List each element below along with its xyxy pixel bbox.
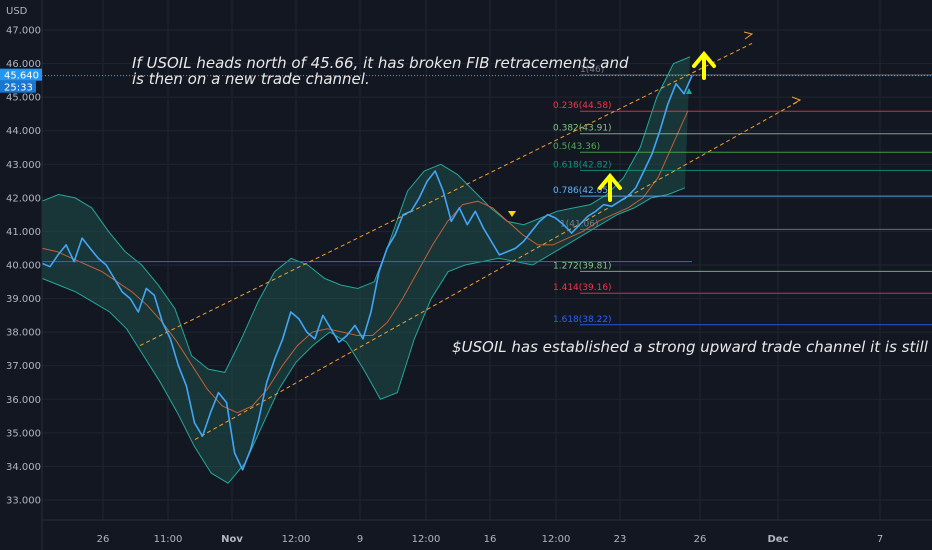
time-tick-label: 26 [694, 534, 707, 545]
band-lower [41, 187, 686, 484]
channel-upper-arrowhead [743, 31, 754, 40]
price-line [41, 75, 693, 471]
fib-label: 1(46) [580, 65, 604, 75]
fib-retracement-levels: 1(46) 0.236(44.58) 0.382(43.91) 0.5(43.36) 0… [42, 65, 932, 326]
up-arrow-marker [692, 50, 716, 80]
fib-label: 0.786(42.05) [553, 186, 612, 196]
price-series [41, 75, 932, 471]
moving-average-line [41, 110, 689, 414]
up-arrow-marker [598, 172, 622, 202]
time-tick-label: 12:00 [542, 534, 571, 545]
bollinger-band [41, 56, 691, 484]
price-tick-label: 39.000 [6, 294, 41, 305]
marker-triangle [686, 88, 692, 94]
band-upper [41, 56, 691, 373]
price-tick-label: 38.000 [6, 328, 41, 339]
countdown-badge [0, 80, 36, 93]
price-tick-label: 35.000 [6, 428, 41, 439]
price-tick-label: 40.000 [6, 261, 41, 272]
price-tick-label: 37.000 [6, 361, 41, 372]
time-tick-label: Dec [767, 534, 788, 545]
annotation-trade-channel: $USOIL has established a strong upward t… [452, 338, 932, 356]
channel-lower-arrowhead [791, 96, 802, 105]
time-tick-label: 12:00 [412, 534, 441, 545]
price-tick-label: 42.000 [6, 193, 41, 204]
time-tick-label: 9 [357, 534, 363, 545]
time-tick-label: 16 [484, 534, 497, 545]
currency-label: USD [6, 6, 28, 17]
arrow-markers [598, 50, 716, 202]
fib-label: 1.618(38.22) [553, 315, 612, 325]
trade-channel-lines [139, 31, 802, 441]
fib-label: 0.382(43.91) [553, 124, 612, 134]
price-tick-label: 34.000 [6, 462, 41, 473]
price-axis[interactable]: USD 47.000 46.000 45.000 44.000 43.000 42.000 4… [0, 0, 43, 550]
price-tick-label: 36.000 [6, 395, 41, 406]
time-tick-label: 7 [877, 534, 883, 545]
price-tick-label: 43.000 [6, 160, 41, 171]
time-axis[interactable]: 26 11:00 Nov 12:00 9 12:00 16 12:00 23 26 Dec 7 [42, 519, 932, 545]
price-tick-label: 41.000 [6, 227, 41, 238]
annotation-fib-break-line2: is then on a new trade channel. [132, 70, 370, 88]
countdown-value: 25:33 [4, 83, 33, 94]
price-tick-label: 33.000 [6, 496, 41, 507]
price-tick-label: 46.000 [6, 59, 41, 70]
last-price-badge [0, 68, 42, 81]
last-price-value: 45.640 [4, 71, 39, 82]
fib-label: 0.236(44.58) [553, 101, 612, 111]
time-tick-label: Nov [221, 534, 243, 545]
band-fill [42, 56, 690, 484]
fib-label: 0.5(43.36) [553, 142, 600, 152]
price-tick-label: 44.000 [6, 126, 41, 137]
marker-triangle [508, 211, 516, 217]
annotation-fib-break-line1: If USOIL heads north of 45.66, it has br… [132, 54, 629, 72]
fib-label: 0.618(42.82) [553, 160, 612, 170]
price-tick-label: 45.000 [6, 93, 41, 104]
time-tick-label: 23 [614, 534, 627, 545]
channel-lower-line [194, 100, 801, 441]
time-tick-label: 12:00 [282, 534, 311, 545]
fib-label: 1.414(39.16) [553, 283, 612, 293]
price-tick-label: 47.000 [6, 26, 41, 37]
annotations: If USOIL heads north of 45.66, it has br… [132, 54, 932, 356]
channel-upper-line [139, 42, 753, 347]
time-tick-label: 26 [97, 534, 110, 545]
time-tick-label: 11:00 [154, 534, 183, 545]
fib-label: 1.272(39.81) [553, 261, 612, 271]
